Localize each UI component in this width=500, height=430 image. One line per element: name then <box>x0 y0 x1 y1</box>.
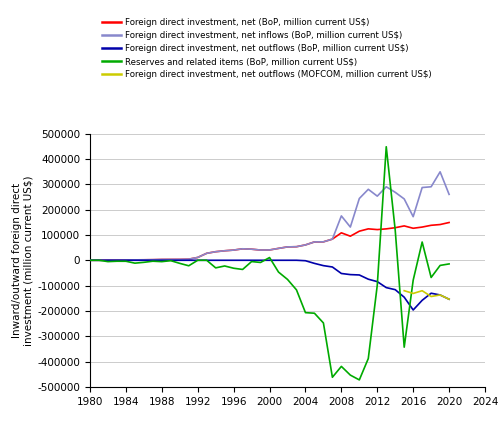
Legend: Foreign direct investment, net (BoP, million current US$), Foreign direct invest: Foreign direct investment, net (BoP, mil… <box>98 15 435 83</box>
Y-axis label: Inward/outward foreign direct
investment (million current US$): Inward/outward foreign direct investment… <box>12 175 33 346</box>
